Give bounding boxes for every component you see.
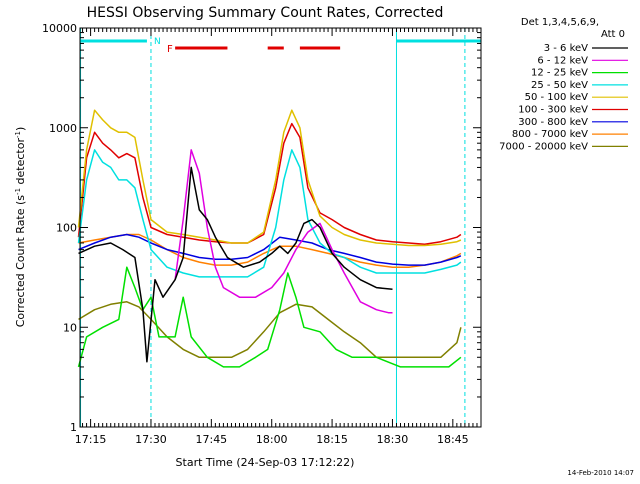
series-line-1 xyxy=(78,166,393,363)
y-axis-label-end: ) xyxy=(14,127,27,131)
legend-label-9: 7000 - 20000 keV xyxy=(499,141,588,152)
x-tick-label-1745: 17:45 xyxy=(195,433,227,446)
y-axis-label-sup1: -1 xyxy=(14,188,22,195)
x-tick-label-1730: 17:30 xyxy=(135,433,167,446)
y-axis-label: Corrected Count Rate (s-1 detector-1) xyxy=(14,127,27,328)
x-tick-label-1800: 18:00 xyxy=(256,433,288,446)
x-tick-label-1830: 18:30 xyxy=(377,433,409,446)
series-line-9 xyxy=(78,301,462,359)
y-axis-label-mid: detector xyxy=(14,138,27,188)
legend-header-line-1: Det 1,3,4,5,6,9, xyxy=(521,17,599,28)
series-line-6 xyxy=(77,122,462,245)
y-axis-label-sup2: -1 xyxy=(14,131,22,138)
x-tick-label-1845: 18:45 xyxy=(437,433,469,446)
x-axis-label: Start Time (24-Sep-03 17:12:22) xyxy=(176,456,355,469)
flare-flag-label: F xyxy=(167,44,173,55)
legend-label-6: 100 - 300 keV xyxy=(518,105,588,116)
legend-label-4: 25 - 50 keV xyxy=(531,80,588,91)
series-line-3 xyxy=(77,266,462,368)
x-axis: 17:15 17:30 17:45 18:00 18:15 18:30 18:45 xyxy=(75,28,482,446)
series-line-8 xyxy=(78,233,462,268)
legend-label-5: 50 - 100 keV xyxy=(525,92,589,103)
y-axis: 1 10 100 1000 10000 xyxy=(42,22,481,434)
night-flag-label: N xyxy=(154,37,161,47)
y-tick-label-10: 10 xyxy=(63,321,77,334)
legend-label-1: 3 - 6 keV xyxy=(544,43,588,54)
series-line-5 xyxy=(77,109,462,247)
x-tick-label-1715: 17:15 xyxy=(75,433,107,446)
y-tick-label-1000: 1000 xyxy=(49,122,77,135)
legend-header-line-2: Att 0 xyxy=(601,29,625,40)
y-tick-label-100: 100 xyxy=(56,222,77,235)
legend-label-8: 800 - 7000 keV xyxy=(512,129,588,140)
y-tick-label-1: 1 xyxy=(70,421,77,434)
y-tick-label-10000: 10000 xyxy=(42,22,77,35)
legend-label-3: 12 - 25 keV xyxy=(531,68,588,79)
plot-timestamp: 14-Feb-2010 14:07 xyxy=(567,469,634,477)
legend-label-7: 300 - 800 keV xyxy=(518,117,588,128)
plot-content: NF xyxy=(77,28,481,427)
series-line-4 xyxy=(77,149,462,278)
y-axis-label-main: Corrected Count Rate (s xyxy=(14,195,27,328)
series-line-2 xyxy=(174,149,393,314)
x-tick-label-1815: 18:15 xyxy=(316,433,348,446)
legend-label-2: 6 - 12 keV xyxy=(537,55,588,66)
series-line-7 xyxy=(78,233,462,266)
chart-title: HESSI Observing Summary Count Rates, Cor… xyxy=(87,5,444,21)
